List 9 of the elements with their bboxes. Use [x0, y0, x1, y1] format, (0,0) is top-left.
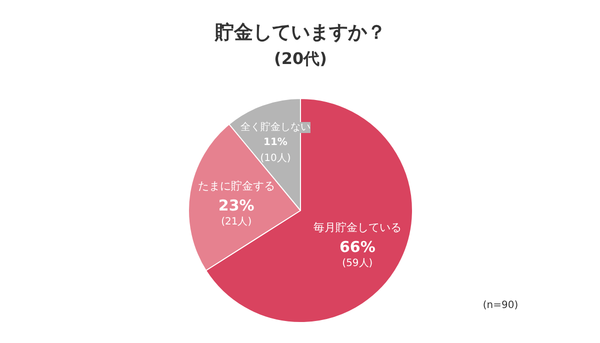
chart-title: 貯金していますか？ — [214, 22, 386, 44]
data-label: 66% (59人) — [339, 238, 376, 269]
slice-label: 全く貯金しない — [240, 120, 310, 133]
slice-label: 毎月貯金している — [313, 220, 402, 234]
data-label: 11% (10人) — [260, 136, 291, 164]
data-label: 23% (21人) — [218, 196, 254, 228]
chart-subtitle: (20代) — [274, 49, 327, 68]
slice-label: たまに貯金する — [198, 179, 275, 192]
text: (n=90) — [482, 300, 518, 311]
